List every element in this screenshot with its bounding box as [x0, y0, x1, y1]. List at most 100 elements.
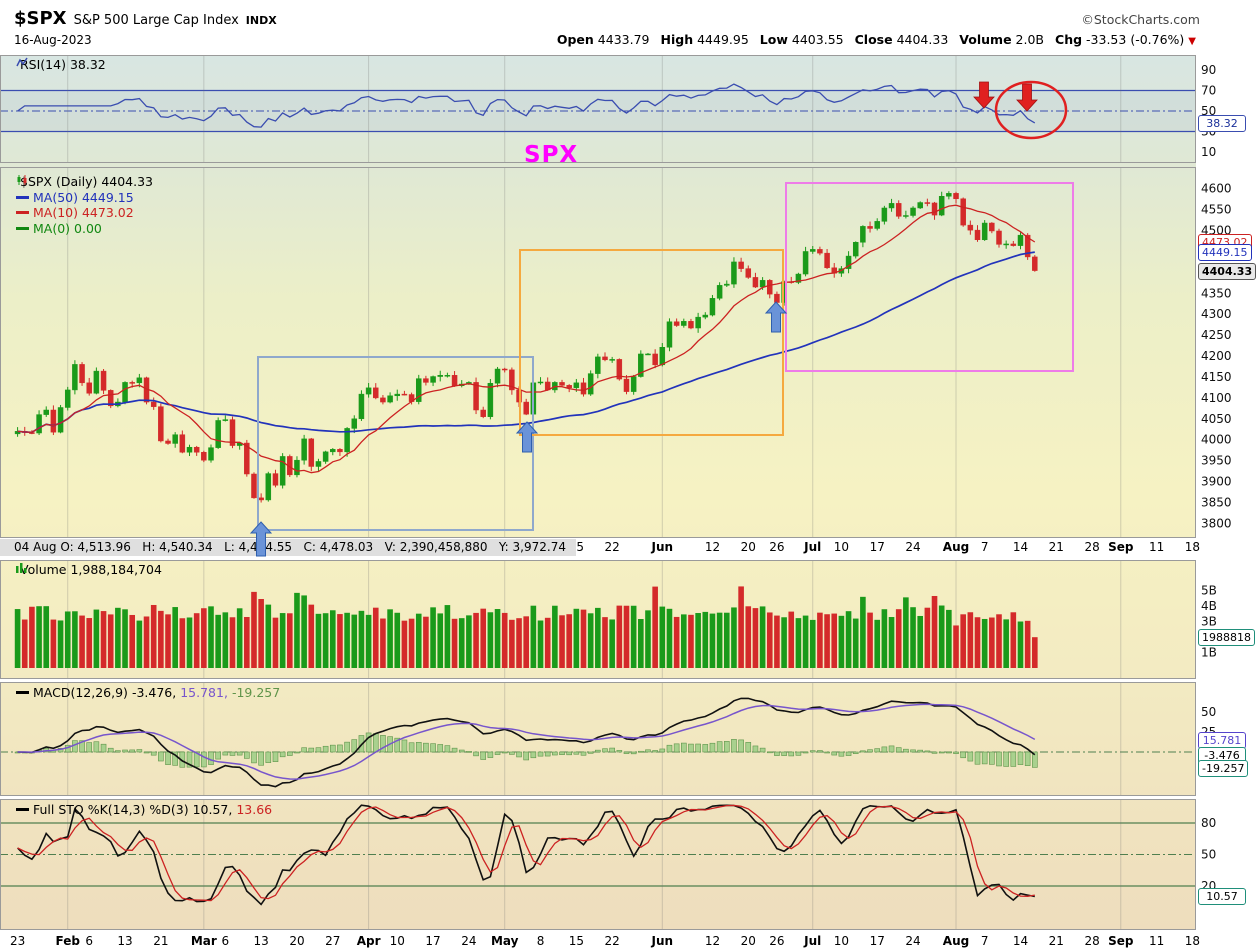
svg-text:70: 70	[1201, 84, 1216, 98]
rsi-line	[17, 83, 1036, 128]
ohlc-info-strip: 04 Aug O: 4,513.96 H: 4,540.34 L: 4,474.…	[0, 539, 576, 556]
quote-row: Open 4433.79 High 4449.95 Low 4403.55 Close…	[557, 32, 1196, 47]
macd-line	[17, 697, 1036, 788]
day-tick: 8	[536, 934, 545, 948]
svg-text:3850: 3850	[1201, 495, 1232, 509]
day-tick: 10	[833, 540, 850, 554]
y-axis-labels: 9070503010460045504500445044004350430042…	[1201, 63, 1232, 893]
svg-text:3800: 3800	[1201, 516, 1232, 530]
svg-text:50: 50	[1201, 705, 1216, 719]
svg-text:50: 50	[1201, 104, 1216, 118]
day-tick: 15	[568, 934, 584, 948]
day-tick: 13	[253, 934, 269, 948]
day-tick: 21	[153, 934, 169, 948]
symbol: $SPX	[14, 8, 67, 29]
volume-value-tag: 1988818	[1198, 629, 1255, 646]
svg-text:1B: 1B	[1201, 646, 1217, 660]
chart-header: $SPX S&P 500 Large Cap Index INDX	[14, 8, 277, 29]
day-tick: 17	[425, 934, 441, 948]
stochastic-legend: Full STO %K(14,3) %D(3) 10.57, 13.66	[16, 802, 272, 817]
day-tick: 28	[1084, 934, 1100, 948]
month-tick: Aug	[942, 934, 970, 948]
macd-signal-line	[17, 703, 1036, 780]
exchange-label: INDX	[245, 14, 277, 27]
svg-text:90: 90	[1201, 63, 1216, 77]
macd-legend: MACD(12,26,9) -3.476, 15.781, -19.257	[16, 685, 280, 700]
day-tick: 22	[604, 934, 620, 948]
svg-text:4300: 4300	[1201, 307, 1232, 321]
quote-open: Open 4433.79	[556, 32, 650, 47]
quote-volume: Volume 2.0B	[959, 32, 1045, 47]
macd-hist-tag: -19.257	[1198, 760, 1249, 777]
volume-legend: Volume 1,988,184,704	[16, 562, 162, 577]
day-tick: 14	[1012, 540, 1029, 554]
month-tick: Jun	[651, 934, 674, 948]
svg-text:80: 80	[1201, 816, 1216, 830]
price-legend-title: $SPX (Daily) 4404.33	[16, 174, 153, 190]
ma0-legend: MA(0) 0.00	[16, 221, 153, 237]
ma50-value-tag: 4449.15	[1198, 244, 1252, 261]
day-tick: 27	[325, 934, 341, 948]
day-tick: 21	[1048, 540, 1064, 554]
day-tick: 24	[905, 934, 921, 948]
svg-text:4150: 4150	[1201, 370, 1232, 384]
svg-text:3B: 3B	[1201, 615, 1217, 629]
month-tick: Jul	[804, 934, 822, 948]
day-tick: 20	[740, 540, 756, 554]
index-name: S&P 500 Large Cap Index	[73, 13, 239, 28]
macd-line-icon	[16, 691, 29, 694]
quote-chg: Chg -33.53 (-0.76%) ▼	[1055, 32, 1196, 47]
ma10-legend: MA(10) 4473.02	[16, 205, 153, 221]
svg-text:4100: 4100	[1201, 391, 1232, 405]
day-tick: 21	[1048, 934, 1064, 948]
ma50-line-icon	[16, 195, 29, 199]
ma0-line-icon	[16, 226, 29, 230]
day-tick: 6	[221, 934, 230, 948]
spx-annotation-text: SPX	[524, 142, 579, 168]
stochastic-value-tag: 10.57	[1198, 888, 1246, 905]
day-tick: 7	[980, 934, 989, 948]
svg-text:50: 50	[1201, 848, 1216, 862]
day-tick: 24	[461, 934, 477, 948]
svg-text:3950: 3950	[1201, 454, 1232, 468]
day-tick: 20	[289, 934, 305, 948]
month-tick: Aug	[942, 540, 970, 554]
quote-high: High 4449.95	[660, 32, 749, 47]
svg-text:4B: 4B	[1201, 599, 1217, 613]
rsi-value-tag: 38.32	[1198, 115, 1246, 132]
day-tick: 17	[869, 540, 885, 554]
quote-close: Close 4404.33	[854, 32, 949, 47]
sto-line-icon	[16, 808, 29, 811]
chg-down-icon: ▼	[1188, 36, 1196, 47]
annotation-box-violet	[785, 182, 1074, 372]
day-tick: 11	[1148, 934, 1165, 948]
svg-text:4350: 4350	[1201, 286, 1232, 300]
day-tick: 20	[740, 934, 756, 948]
svg-text:4000: 4000	[1201, 433, 1232, 447]
month-tick: Mar	[190, 934, 217, 948]
day-tick: 23	[9, 934, 26, 948]
month-tick: Sep	[1108, 540, 1134, 554]
day-tick: 24	[905, 540, 921, 554]
ma10-line	[17, 204, 1036, 474]
day-tick: 18	[1184, 540, 1201, 554]
svg-text:4600: 4600	[1201, 182, 1232, 196]
price-legend: $SPX (Daily) 4404.33 MA(50) 4449.15 MA(1…	[16, 174, 153, 236]
stochastic-d-line	[17, 804, 1035, 902]
macd-histogram-series	[14, 732, 1038, 768]
day-tick: 11	[1148, 540, 1165, 554]
day-tick: 10	[389, 934, 405, 948]
month-tick: Sep	[1108, 934, 1134, 948]
day-tick: 17	[869, 934, 885, 948]
stockcharts-credit[interactable]: ©StockCharts.com	[1081, 12, 1200, 27]
month-tick: Feb	[55, 934, 80, 948]
day-tick: 22	[604, 540, 620, 554]
svg-text:4550: 4550	[1201, 203, 1232, 217]
rsi-legend: RSI(14) 38.32	[16, 57, 106, 72]
day-tick: 18	[1184, 934, 1201, 948]
chart-date: 16-Aug-2023	[14, 33, 92, 47]
month-tick: Jul	[804, 540, 822, 554]
day-tick: 7	[980, 540, 989, 554]
day-tick: 14	[1012, 934, 1029, 948]
